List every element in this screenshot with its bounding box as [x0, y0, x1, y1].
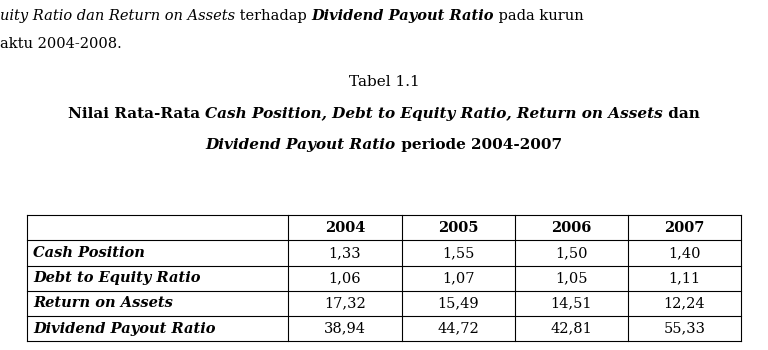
Text: 55,33: 55,33 [664, 322, 706, 336]
Text: Dividend Payout Ratio: Dividend Payout Ratio [33, 322, 216, 336]
Text: 12,24: 12,24 [664, 296, 705, 310]
Text: 1,33: 1,33 [329, 246, 361, 260]
Text: 1,55: 1,55 [442, 246, 475, 260]
Text: 42,81: 42,81 [551, 322, 592, 336]
Text: aktu 2004-2008.: aktu 2004-2008. [0, 37, 122, 51]
Text: 2005: 2005 [438, 221, 478, 235]
Text: 1,50: 1,50 [555, 246, 588, 260]
Text: Debt to Equity Ratio: Debt to Equity Ratio [33, 271, 200, 285]
Text: 17,32: 17,32 [324, 296, 366, 310]
Text: 15,49: 15,49 [437, 296, 479, 310]
Text: Nilai Rata-Rata: Nilai Rata-Rata [68, 107, 205, 121]
Text: Cash Position, Debt to Equity Ratio, Return on Assets: Cash Position, Debt to Equity Ratio, Ret… [205, 107, 663, 121]
Text: 1,06: 1,06 [329, 271, 361, 285]
Text: Tabel 1.1: Tabel 1.1 [349, 75, 419, 89]
Text: 2007: 2007 [664, 221, 705, 235]
Text: terhadap: terhadap [235, 9, 312, 23]
Text: 1,11: 1,11 [668, 271, 700, 285]
Text: pada kurun: pada kurun [494, 9, 584, 23]
Text: periode: periode [396, 138, 471, 152]
Text: 2006: 2006 [551, 221, 591, 235]
Text: Dividend Payout Ratio: Dividend Payout Ratio [206, 138, 396, 152]
Text: Cash Position: Cash Position [33, 246, 145, 260]
Text: 2004: 2004 [325, 221, 365, 235]
Text: 44,72: 44,72 [437, 322, 479, 336]
Text: 38,94: 38,94 [324, 322, 366, 336]
Text: 14,51: 14,51 [551, 296, 592, 310]
Text: 2004-2007: 2004-2007 [471, 138, 562, 152]
Text: uity Ratio dan Return on Assets: uity Ratio dan Return on Assets [0, 9, 235, 23]
Text: Dividend Payout Ratio: Dividend Payout Ratio [312, 9, 494, 23]
Text: dan: dan [663, 107, 700, 121]
Text: Return on Assets: Return on Assets [33, 296, 173, 310]
Text: 1,05: 1,05 [555, 271, 588, 285]
Text: 1,40: 1,40 [668, 246, 700, 260]
Text: 1,07: 1,07 [442, 271, 475, 285]
